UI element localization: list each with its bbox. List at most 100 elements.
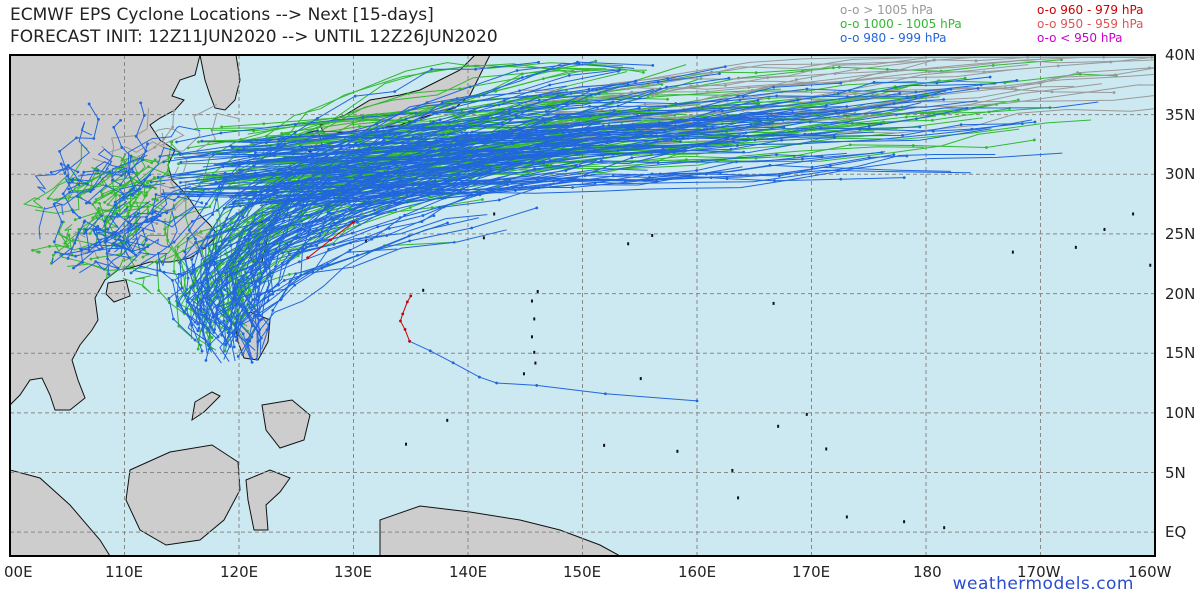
cyclone-track bbox=[228, 152, 670, 201]
track-point bbox=[119, 119, 123, 122]
track-point bbox=[193, 338, 197, 342]
track-point bbox=[611, 100, 615, 104]
track-point bbox=[255, 357, 258, 361]
track-point bbox=[143, 194, 147, 198]
track-point bbox=[116, 244, 120, 248]
track-point bbox=[1056, 75, 1060, 79]
track-point bbox=[287, 252, 291, 256]
cyclone-track bbox=[106, 206, 209, 251]
track-point bbox=[386, 166, 389, 170]
cyclone-track bbox=[409, 340, 698, 402]
track-point bbox=[172, 109, 176, 113]
track-point bbox=[293, 131, 297, 134]
track-point bbox=[171, 317, 175, 321]
track-point bbox=[182, 310, 186, 314]
track-point bbox=[250, 335, 254, 339]
track-point bbox=[91, 216, 95, 220]
island-dot bbox=[1103, 227, 1106, 231]
track-point bbox=[308, 228, 312, 231]
track-point bbox=[612, 109, 616, 113]
track-point bbox=[775, 94, 779, 98]
island-dot bbox=[493, 212, 496, 216]
track-point bbox=[113, 200, 117, 204]
legend-item-1000-1005: o-o 1000 - 1005 hPa bbox=[840, 17, 962, 31]
track-point bbox=[711, 125, 714, 129]
track-point bbox=[343, 136, 347, 139]
track-point bbox=[726, 135, 730, 139]
track-point bbox=[399, 201, 403, 205]
track-point bbox=[385, 234, 389, 237]
track-point bbox=[327, 247, 331, 251]
island-dot bbox=[446, 418, 449, 422]
track-point bbox=[72, 266, 76, 270]
track-point bbox=[222, 319, 226, 323]
track-point bbox=[276, 143, 280, 147]
cyclone-track bbox=[252, 62, 635, 304]
track-point bbox=[111, 178, 115, 182]
track-point bbox=[421, 214, 425, 217]
track-point bbox=[846, 95, 849, 99]
track-point bbox=[177, 162, 180, 166]
track-point bbox=[167, 155, 171, 159]
track-point bbox=[991, 64, 995, 67]
track-point bbox=[232, 228, 236, 232]
track-point bbox=[180, 286, 184, 290]
track-point bbox=[427, 193, 431, 197]
track-point bbox=[1033, 120, 1037, 124]
lon-label: 160E bbox=[678, 563, 717, 581]
track-point bbox=[478, 375, 481, 379]
track-point bbox=[134, 253, 138, 257]
island-dot bbox=[676, 449, 679, 453]
track-point bbox=[131, 232, 134, 236]
track-point bbox=[65, 174, 69, 178]
track-point bbox=[161, 192, 164, 196]
island-dot bbox=[639, 377, 642, 381]
track-point bbox=[599, 113, 602, 117]
track-point bbox=[238, 168, 242, 172]
track-point bbox=[599, 153, 602, 157]
track-point bbox=[503, 135, 507, 138]
track-point bbox=[75, 136, 78, 140]
track-point bbox=[1078, 72, 1082, 76]
track-point bbox=[430, 126, 433, 130]
track-point bbox=[288, 214, 292, 218]
track-point bbox=[949, 87, 953, 91]
island-dot bbox=[1011, 250, 1014, 254]
track-point bbox=[190, 258, 194, 261]
track-point bbox=[225, 217, 229, 221]
track-point bbox=[132, 186, 136, 190]
track-point bbox=[265, 251, 269, 254]
track-point bbox=[241, 353, 244, 356]
track-point bbox=[139, 264, 142, 268]
track-point bbox=[48, 244, 52, 248]
track-point bbox=[979, 83, 983, 87]
track-point bbox=[720, 109, 724, 113]
track-point bbox=[507, 109, 511, 113]
track-point bbox=[82, 170, 86, 174]
track-point bbox=[318, 234, 322, 238]
track-point bbox=[277, 283, 280, 287]
cyclone-track bbox=[189, 121, 775, 190]
track-point bbox=[407, 234, 411, 238]
lat-label: 20N bbox=[1165, 285, 1196, 303]
track-point bbox=[196, 322, 199, 326]
track-point bbox=[985, 146, 988, 149]
track-point bbox=[726, 114, 730, 117]
track-point bbox=[541, 117, 545, 121]
track-point bbox=[81, 260, 84, 264]
island-dot bbox=[482, 236, 485, 240]
track-point bbox=[112, 189, 115, 193]
track-point bbox=[742, 150, 746, 154]
cyclone-track bbox=[198, 161, 530, 187]
track-point bbox=[260, 193, 263, 197]
island-dot bbox=[405, 442, 408, 446]
track-point bbox=[773, 179, 776, 183]
track-point bbox=[451, 106, 455, 109]
island-dot bbox=[364, 239, 367, 243]
cyclone-track bbox=[177, 104, 218, 173]
track-point bbox=[333, 222, 337, 225]
track-point bbox=[76, 170, 80, 174]
track-point bbox=[177, 272, 181, 276]
track-point bbox=[185, 307, 188, 311]
track-point bbox=[63, 171, 67, 175]
